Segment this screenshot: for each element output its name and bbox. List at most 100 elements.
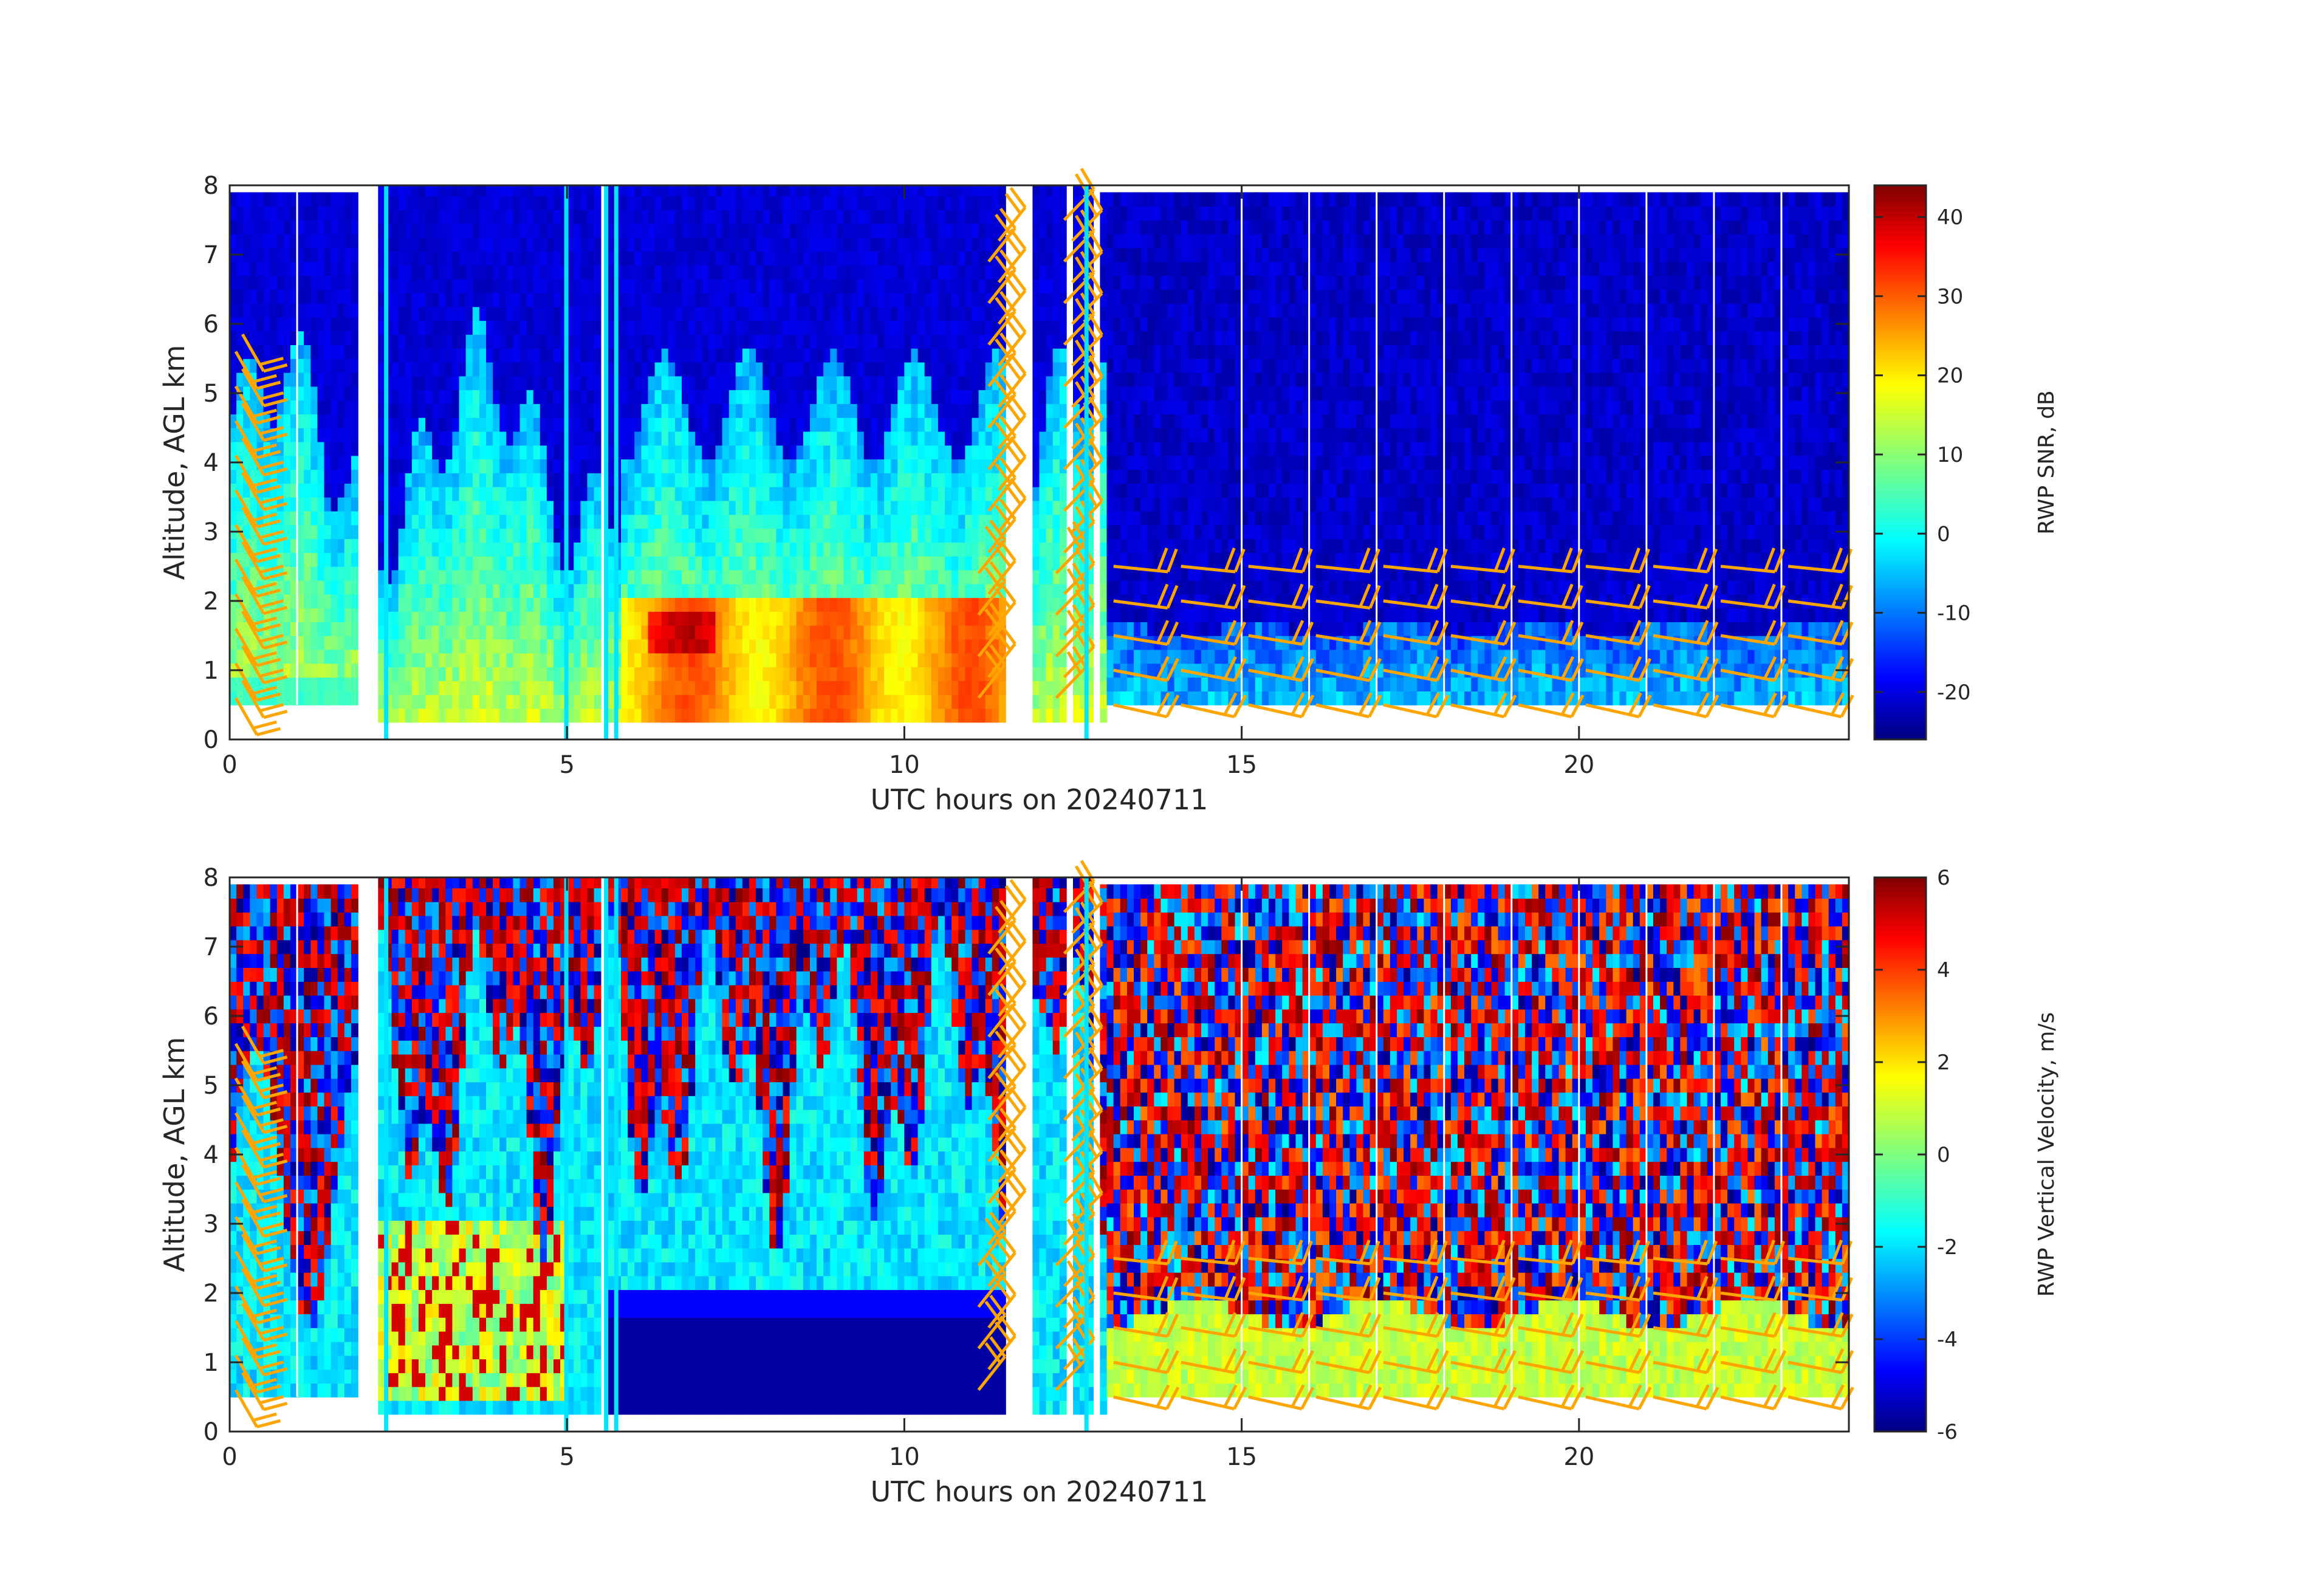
- heatmap-cell: [621, 528, 628, 543]
- heatmap-cell: [756, 237, 763, 252]
- heatmap-cell: [870, 542, 878, 557]
- heatmap-cell: [324, 552, 332, 567]
- heatmap-cell: [250, 233, 258, 249]
- heatmap-cell: [331, 220, 338, 235]
- heatmap-cell: [688, 597, 696, 612]
- heatmap-cell: [270, 622, 278, 636]
- heatmap-cell: [735, 445, 743, 460]
- heatmap-cell: [722, 555, 730, 571]
- heatmap-cell: [837, 278, 845, 293]
- heatmap-cell: [459, 417, 467, 432]
- heatmap-cell: [837, 542, 845, 557]
- heatmap-cell: [304, 622, 311, 636]
- heatmap-cell: [479, 196, 487, 210]
- heatmap-cell: [1032, 486, 1040, 501]
- heatmap-cell: [1154, 372, 1162, 387]
- heatmap-cell: [1032, 500, 1040, 515]
- heatmap-cell: [1134, 220, 1141, 235]
- heatmap-cell: [817, 500, 824, 515]
- heatmap-cell: [702, 583, 710, 599]
- heatmap-cell: [533, 445, 541, 460]
- heatmap-cell: [344, 663, 352, 678]
- heatmap-cell: [756, 555, 763, 571]
- heatmap-cell: [1113, 524, 1121, 540]
- heatmap-cell: [1052, 542, 1060, 557]
- heatmap-cell: [668, 389, 676, 404]
- heatmap-cell: [459, 223, 467, 238]
- heatmap-cell: [735, 278, 743, 293]
- heatmap-cell: [1154, 317, 1162, 332]
- heatmap-cell: [506, 237, 514, 252]
- heatmap-cell: [763, 500, 770, 515]
- heatmap-cell: [728, 278, 736, 293]
- heatmap-cell: [749, 223, 756, 238]
- heatmap-cell: [1140, 289, 1148, 304]
- heatmap-cell: [439, 514, 447, 529]
- heatmap-cell: [796, 185, 804, 196]
- heatmap-cell: [945, 708, 952, 723]
- heatmap-cell: [580, 514, 588, 529]
- heatmap-cell: [634, 320, 642, 335]
- heatmap-cell: [951, 223, 959, 238]
- heatmap-cell: [385, 223, 392, 238]
- heatmap-cell: [445, 459, 453, 473]
- heatmap-cell: [554, 403, 561, 418]
- heatmap-cell: [445, 486, 453, 501]
- heatmap-cell: [344, 622, 352, 636]
- heatmap-cell: [554, 431, 561, 446]
- heatmap-cell: [263, 497, 271, 512]
- heatmap-cell: [634, 251, 642, 266]
- heatmap-cell: [445, 417, 453, 432]
- heatmap-cell: [378, 251, 386, 266]
- heatmap-cell: [337, 386, 345, 401]
- heatmap-cell: [945, 542, 952, 557]
- heatmap-cell: [243, 386, 251, 401]
- heatmap-cell: [378, 500, 386, 515]
- heatmap-cell: [817, 708, 824, 723]
- heatmap-cell: [735, 196, 743, 210]
- heatmap-cell: [789, 348, 797, 363]
- heatmap-cell: [297, 414, 304, 428]
- heatmap-cell: [236, 497, 244, 512]
- heatmap-cell: [917, 694, 925, 709]
- heatmap-cell: [756, 514, 763, 529]
- heatmap-cell: [344, 261, 352, 276]
- heatmap-cell: [682, 694, 689, 709]
- heatmap-cell: [344, 608, 352, 622]
- heatmap-cell: [256, 192, 264, 207]
- heatmap-cell: [621, 486, 628, 501]
- heatmap-cell: [742, 278, 750, 293]
- heatmap-cell: [317, 483, 325, 498]
- heatmap-cell: [540, 459, 547, 473]
- heatmap-cell: [540, 473, 547, 487]
- heatmap-cell: [978, 237, 986, 252]
- heatmap-cell: [661, 667, 669, 681]
- heatmap-cell: [351, 524, 358, 540]
- heatmap-cell: [945, 459, 952, 473]
- heatmap-cell: [810, 334, 817, 349]
- heatmap-cell: [324, 317, 332, 332]
- heatmap-cell: [1039, 237, 1047, 252]
- heatmap-cell: [230, 275, 237, 290]
- heatmap-cell: [803, 555, 811, 571]
- heatmap-cell: [870, 417, 878, 432]
- heatmap-cell: [560, 639, 567, 654]
- heatmap-cell: [1134, 386, 1141, 401]
- heatmap-cell: [439, 237, 447, 252]
- heatmap-cell: [749, 431, 756, 446]
- heatmap-cell: [1160, 524, 1168, 540]
- heatmap-cell: [276, 608, 284, 622]
- heatmap-cell: [937, 292, 945, 307]
- heatmap-cell: [945, 389, 952, 404]
- heatmap-cell: [243, 275, 251, 290]
- heatmap-cell: [978, 223, 986, 238]
- heatmap-cell: [715, 223, 723, 238]
- heatmap-cell: [891, 185, 899, 196]
- heatmap-cell: [459, 694, 467, 709]
- heatmap-cell: [554, 278, 561, 293]
- heatmap-cell: [391, 403, 399, 418]
- heatmap-cell: [756, 625, 763, 640]
- heatmap-cell: [1154, 386, 1162, 401]
- heatmap-cell: [722, 681, 730, 695]
- heatmap-cell: [823, 196, 831, 210]
